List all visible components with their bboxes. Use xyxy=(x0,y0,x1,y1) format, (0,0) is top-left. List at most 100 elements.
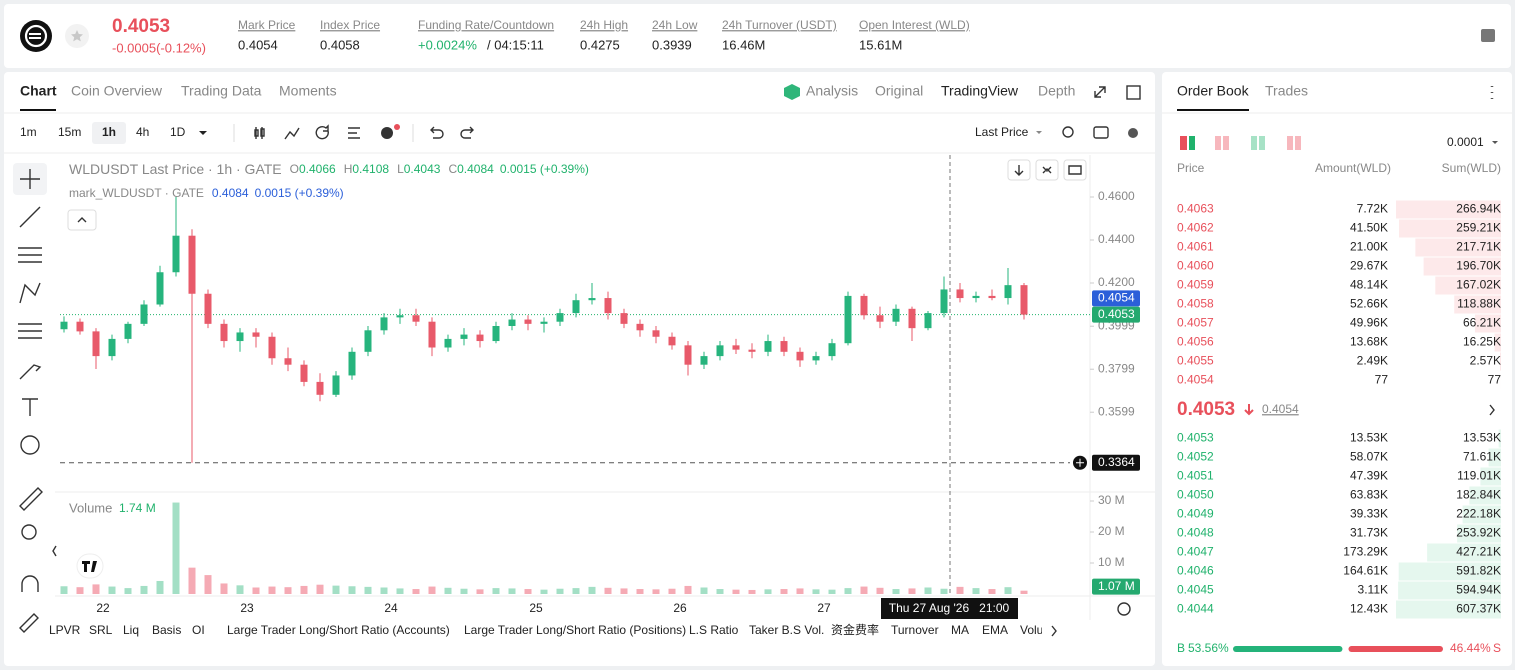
indicator[interactable]: Large Trader Long/Short Ratio (Accounts) xyxy=(227,623,450,637)
expand-icon[interactable] xyxy=(1094,86,1106,98)
indicator[interactable]: SRL xyxy=(89,623,113,637)
indicator[interactable]: Turnover xyxy=(891,623,939,637)
book-mode[interactable] xyxy=(1251,136,1257,150)
volume-bar xyxy=(620,588,628,594)
indicator[interactable]: 资金费率 xyxy=(831,622,879,637)
volume-bar xyxy=(332,585,340,594)
candle-body xyxy=(892,308,900,322)
candle-body xyxy=(556,313,564,322)
indicator[interactable]: Liq xyxy=(123,623,139,637)
ruler-tool[interactable] xyxy=(19,487,43,511)
candle-body xyxy=(940,289,948,314)
volume-bar xyxy=(364,586,372,594)
precision: 0.0001 xyxy=(1447,135,1484,149)
collapse-button[interactable] xyxy=(67,209,97,231)
book-more[interactable] xyxy=(1489,404,1495,416)
indicator[interactable]: LPVR xyxy=(49,623,81,637)
analysis-icon xyxy=(784,84,800,100)
indicator[interactable]: Volume xyxy=(1020,623,1060,637)
ohlc-value: 0.4084 xyxy=(457,162,494,176)
drawing-tools xyxy=(13,163,47,633)
settings-icon[interactable] xyxy=(1128,128,1138,138)
undo-icon[interactable] xyxy=(430,126,444,139)
channel-tool[interactable] xyxy=(18,247,42,263)
indicator[interactable]: EMA xyxy=(982,623,1008,637)
volume-bar xyxy=(860,586,868,594)
fit-button[interactable] xyxy=(1035,159,1059,181)
lock-tool[interactable] xyxy=(19,613,39,633)
depth-bar xyxy=(1457,524,1501,543)
indicator[interactable]: L.S Ratio xyxy=(689,623,739,637)
volume-bar xyxy=(172,502,180,594)
book-price: 0.4052 xyxy=(1177,450,1214,464)
pattern-tool[interactable] xyxy=(19,282,41,304)
candle-body xyxy=(636,323,644,331)
book-sum: 13.53K xyxy=(1463,431,1501,445)
search-icon[interactable] xyxy=(1062,126,1074,138)
magnet-tool[interactable] xyxy=(21,575,39,592)
stat-value: 0.4054 xyxy=(238,37,278,52)
candle-icon[interactable] xyxy=(254,127,265,139)
candle-body xyxy=(300,364,308,382)
replay-icon[interactable] xyxy=(315,124,329,140)
indicator[interactable]: Large Trader Long/Short Ratio (Positions… xyxy=(464,623,686,637)
indicator[interactable]: Basis xyxy=(152,623,181,637)
book-price: 0.4058 xyxy=(1177,297,1214,311)
toolbar-icons xyxy=(233,84,1141,142)
axis-settings[interactable] xyxy=(1117,602,1131,616)
fib-tool[interactable] xyxy=(18,323,42,339)
mark-legend: mark_WLDUSDT · GATE 0.4084 0.0015 (+0.39%) xyxy=(69,186,344,200)
y-tick-label: 0.3799 xyxy=(1098,361,1135,375)
book-mode[interactable] xyxy=(1287,136,1293,150)
reset-button[interactable] xyxy=(1063,159,1087,181)
candle-body xyxy=(828,343,836,357)
template-icon[interactable] xyxy=(348,127,360,139)
book-price: 0.4049 xyxy=(1177,507,1214,521)
line-tool[interactable] xyxy=(19,206,41,228)
indicator[interactable]: Taker B.S Vol. xyxy=(749,623,824,637)
indicator-icon[interactable] xyxy=(284,127,300,140)
price-change: -0.0005(-0.12%) xyxy=(112,40,206,55)
chevron xyxy=(77,217,87,223)
text-tool[interactable] xyxy=(22,398,38,416)
indicator[interactable]: MA xyxy=(951,623,969,637)
volume-bar xyxy=(1020,590,1028,594)
header-icon[interactable] xyxy=(1481,29,1495,42)
book-sum: 119.01K xyxy=(1457,469,1501,483)
last-price-tag-label: 0.4053 xyxy=(1098,307,1135,321)
book-mode[interactable] xyxy=(1215,136,1221,150)
book-amount: 29.67K xyxy=(1350,259,1388,273)
indicator[interactable]: OI xyxy=(192,623,205,637)
sell-ratio: 46.44% xyxy=(1450,641,1491,655)
book-amount: 7.72K xyxy=(1357,202,1388,216)
sell-bar xyxy=(1348,646,1443,652)
volume-bar xyxy=(412,589,420,594)
candle-body xyxy=(348,351,356,376)
tools-toggle[interactable] xyxy=(52,545,57,557)
book-amount: 48.14K xyxy=(1350,278,1388,292)
stat-label: 24h High xyxy=(580,18,628,32)
candle-body xyxy=(252,332,260,337)
redo-icon[interactable] xyxy=(460,126,474,139)
volume-bar xyxy=(492,588,500,594)
add-icon[interactable] xyxy=(381,127,393,139)
book-sum: 16.25K xyxy=(1463,335,1501,349)
book-mode[interactable] xyxy=(1180,136,1187,150)
window-icon[interactable] xyxy=(1126,85,1141,100)
crosshair-tool[interactable] xyxy=(20,169,40,189)
more-indicators[interactable] xyxy=(1051,625,1057,637)
book-mode xyxy=(1259,136,1265,150)
brush-tool[interactable] xyxy=(19,364,42,380)
emoji-tool[interactable] xyxy=(20,435,40,455)
star-icon xyxy=(71,30,83,42)
logo-bars xyxy=(29,33,41,39)
volume-tick-label: 30 M xyxy=(1098,493,1125,507)
stat-value: 0.4058 xyxy=(320,37,360,52)
book-sum: 66.21K xyxy=(1463,316,1501,330)
zoom-tool[interactable] xyxy=(21,524,37,540)
volume-bar xyxy=(604,587,612,594)
volume-bar xyxy=(540,589,548,594)
book-amount: 63.83K xyxy=(1350,488,1388,502)
book-sum: 77 xyxy=(1488,373,1502,387)
camera-icon[interactable] xyxy=(1093,126,1109,139)
